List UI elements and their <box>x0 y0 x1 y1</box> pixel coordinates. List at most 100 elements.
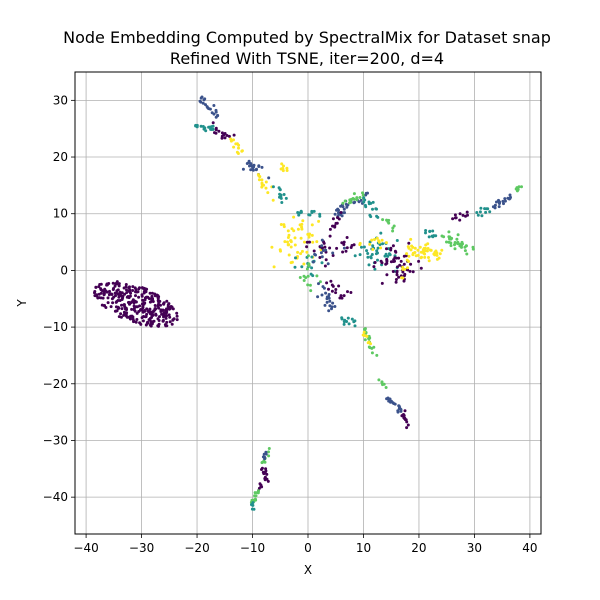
data-point <box>260 178 264 182</box>
data-point <box>317 282 320 286</box>
data-point <box>320 246 324 250</box>
data-point <box>393 402 397 406</box>
data-point <box>140 286 144 290</box>
data-point <box>344 202 348 206</box>
data-point <box>376 215 380 219</box>
data-point <box>355 196 359 200</box>
data-point <box>398 405 402 409</box>
data-point <box>247 159 251 163</box>
data-point <box>365 249 369 253</box>
data-point <box>385 259 389 263</box>
y-tick-label: −40 <box>43 490 68 504</box>
data-point <box>279 196 283 200</box>
data-point <box>364 191 368 195</box>
data-point <box>293 243 297 247</box>
data-point <box>300 249 304 253</box>
data-point <box>235 142 239 146</box>
data-point <box>204 103 207 107</box>
data-point <box>366 252 370 255</box>
data-point <box>424 231 427 235</box>
data-point <box>287 243 291 247</box>
y-tick-label: 10 <box>53 207 68 221</box>
data-point <box>260 466 264 470</box>
data-point <box>366 255 370 259</box>
data-point <box>395 273 399 277</box>
data-point <box>465 210 469 214</box>
data-point <box>349 200 353 204</box>
data-point <box>251 168 255 172</box>
data-point <box>165 314 169 318</box>
data-point <box>211 121 215 125</box>
data-point <box>318 280 322 284</box>
data-point <box>397 275 401 279</box>
data-point <box>417 259 421 263</box>
data-point <box>403 272 407 276</box>
data-point <box>503 197 507 201</box>
data-point <box>345 246 349 250</box>
data-point <box>299 252 303 256</box>
x-axis: −40 −30 −20 −10 0 10 20 30 40 <box>73 534 538 555</box>
data-point <box>306 274 310 278</box>
data-point <box>339 211 343 214</box>
data-point <box>308 240 311 244</box>
data-point <box>156 317 160 321</box>
data-point <box>150 291 154 295</box>
data-point <box>204 129 208 133</box>
data-point <box>162 315 165 319</box>
data-point <box>151 297 155 301</box>
data-point <box>141 298 145 302</box>
data-point <box>279 223 283 226</box>
data-point <box>223 136 227 140</box>
data-point <box>341 201 345 205</box>
data-point <box>253 497 257 501</box>
data-point <box>401 265 405 269</box>
data-point <box>157 306 161 310</box>
data-point <box>116 305 120 309</box>
data-point <box>156 324 160 328</box>
data-point <box>362 245 366 249</box>
data-point <box>199 124 203 128</box>
data-point <box>271 198 275 202</box>
data-point <box>445 240 448 244</box>
data-point <box>409 262 413 266</box>
data-point <box>361 193 365 197</box>
data-point <box>463 249 467 253</box>
data-point <box>343 199 347 203</box>
data-point <box>341 211 345 215</box>
data-point <box>206 106 210 110</box>
data-point <box>297 213 301 217</box>
data-point <box>471 247 475 251</box>
data-point <box>331 301 335 305</box>
data-point <box>225 134 229 137</box>
data-point <box>349 197 353 201</box>
data-point <box>501 199 505 203</box>
data-point <box>272 265 276 269</box>
data-point <box>369 255 373 259</box>
data-point <box>240 149 244 153</box>
data-point <box>323 303 327 307</box>
data-point <box>296 250 300 254</box>
data-point <box>389 246 393 250</box>
data-point <box>403 409 407 413</box>
x-tick-label: −10 <box>240 541 265 555</box>
data-point <box>115 280 119 284</box>
data-point <box>289 261 293 265</box>
data-point <box>358 196 362 199</box>
data-point <box>381 383 384 387</box>
data-point <box>479 206 483 210</box>
data-point <box>395 239 399 242</box>
data-point <box>209 127 213 131</box>
data-point <box>311 240 315 244</box>
data-point <box>294 256 297 260</box>
chart-title-line1: Node Embedding Computed by SpectralMix f… <box>63 28 551 47</box>
data-point <box>327 309 331 313</box>
data-point <box>322 286 326 290</box>
data-point <box>447 230 451 234</box>
data-point <box>345 205 349 209</box>
data-point <box>99 296 103 300</box>
data-point <box>307 213 311 217</box>
data-point <box>369 201 373 205</box>
data-point <box>323 245 327 249</box>
data-point <box>164 316 168 320</box>
data-point <box>375 236 379 240</box>
